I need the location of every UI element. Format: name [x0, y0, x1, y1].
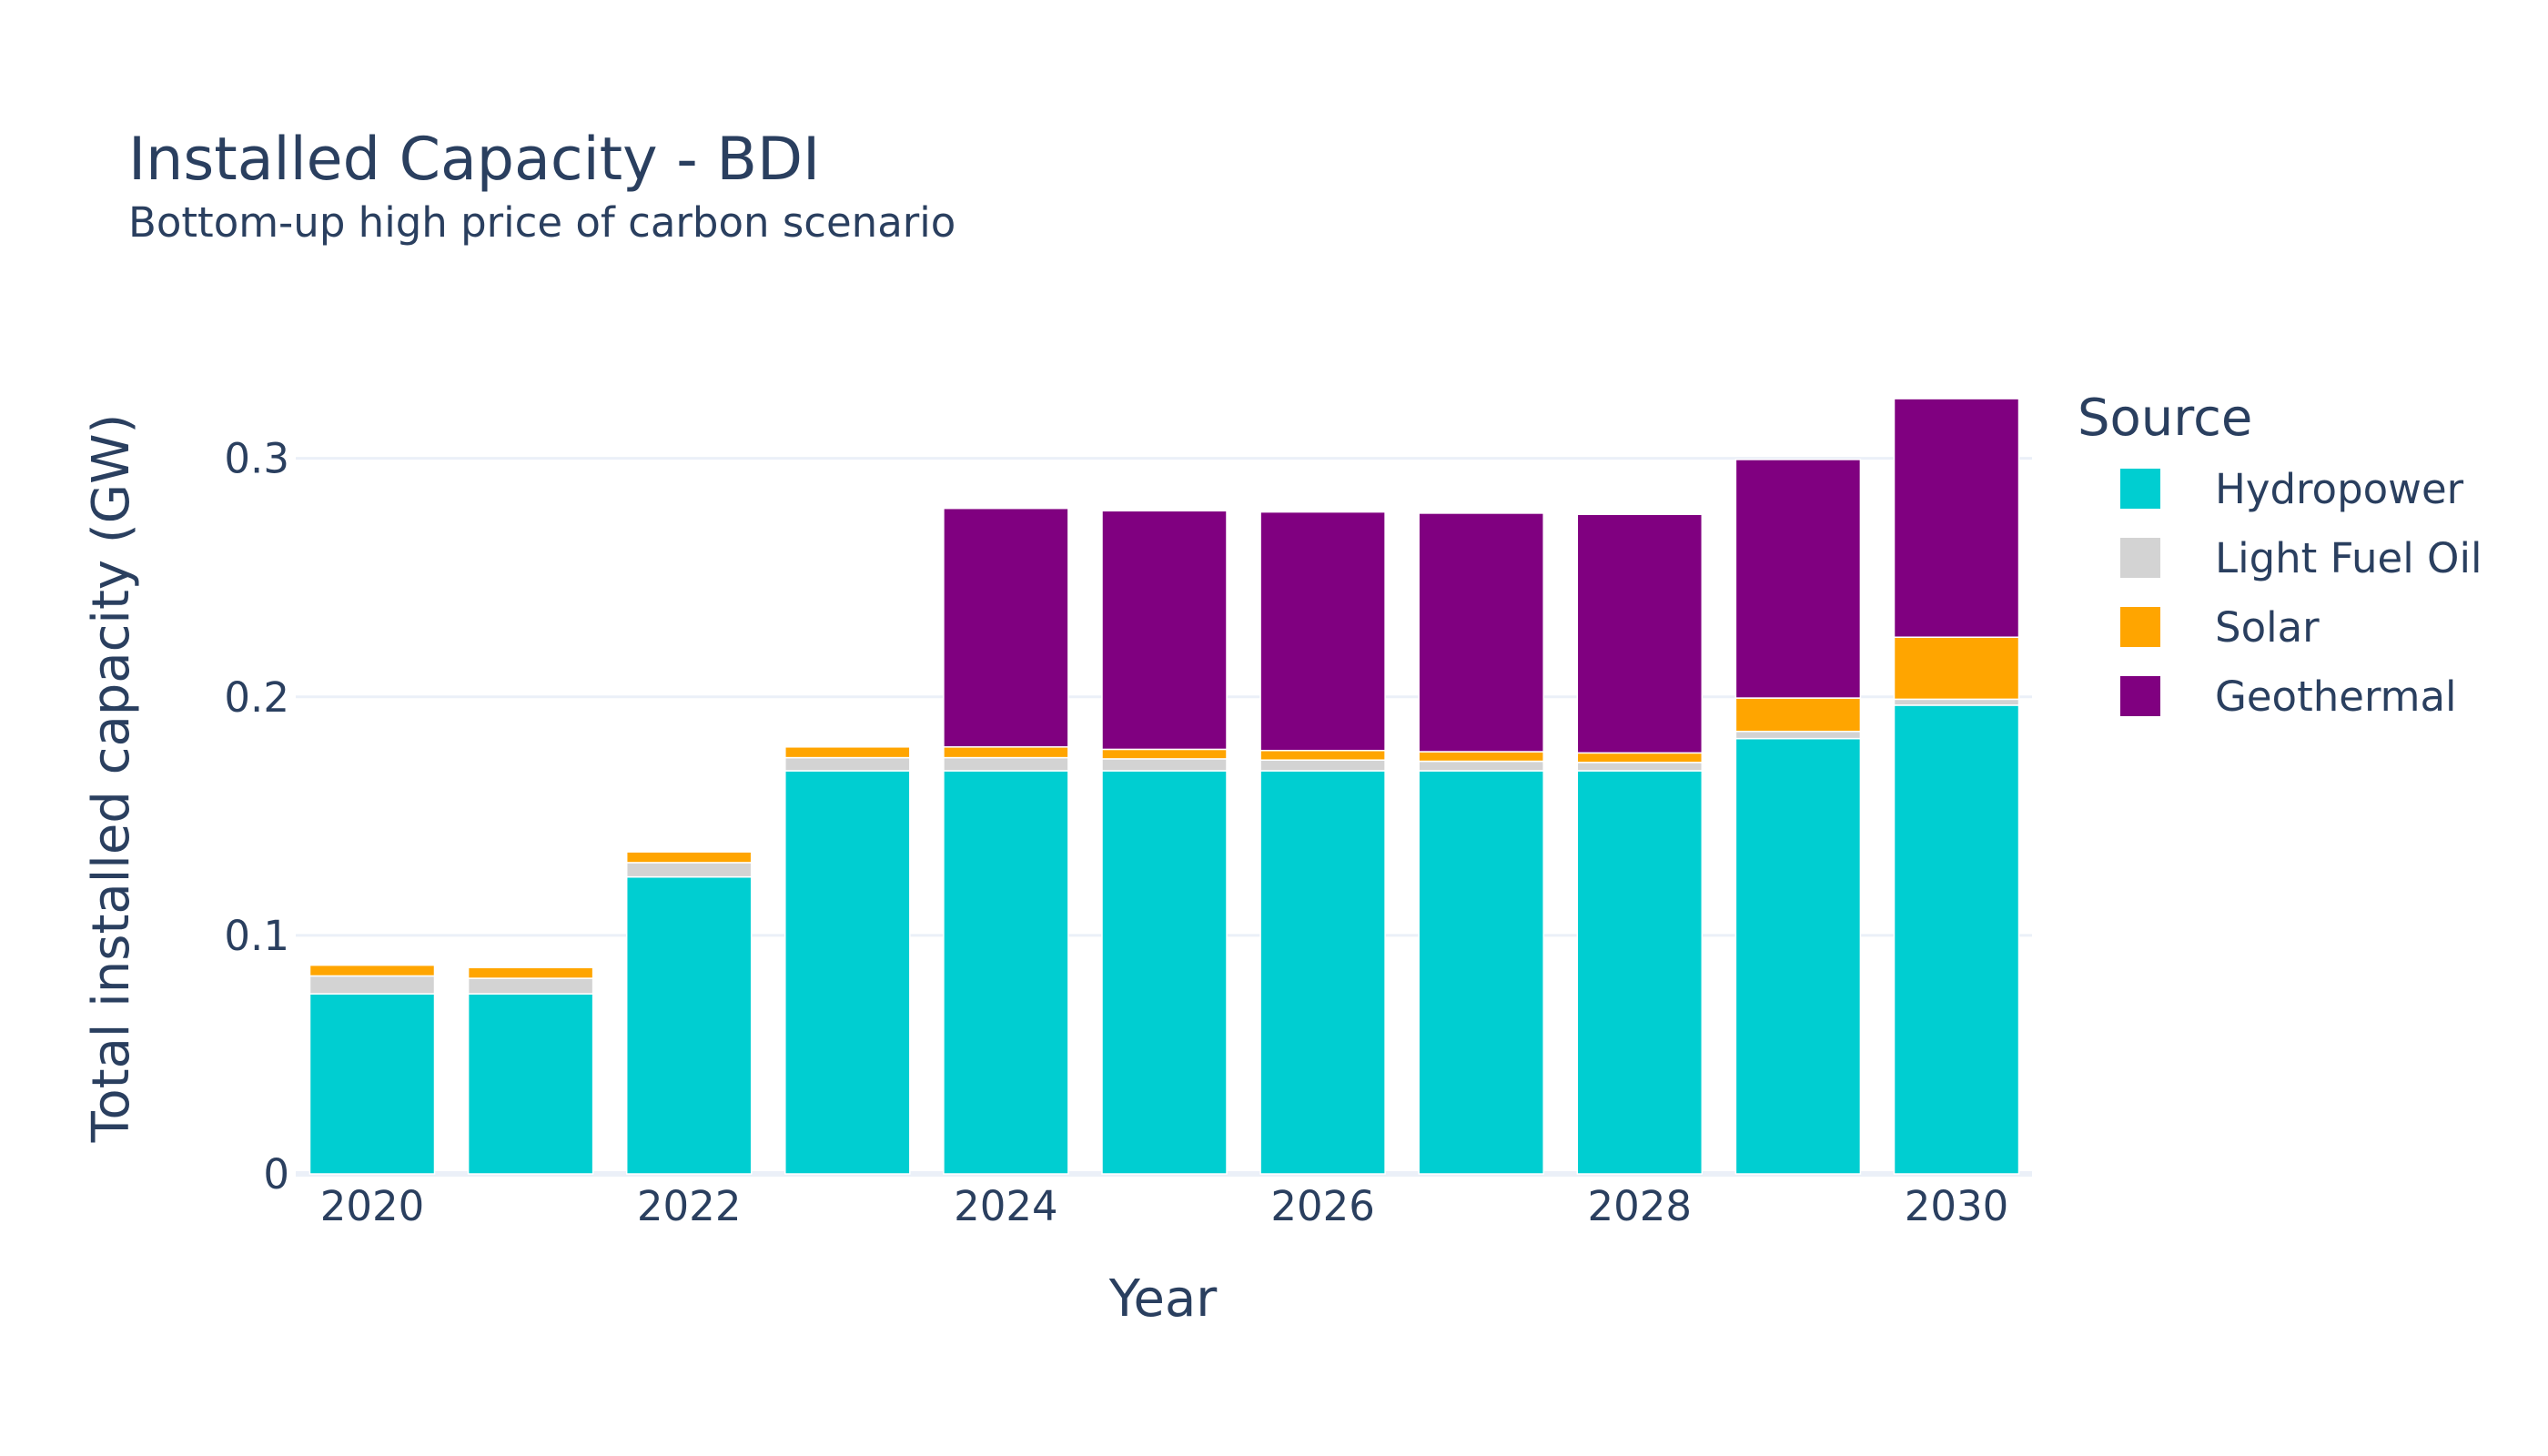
bar-segment-solar	[1734, 697, 1862, 733]
x-axis-ticks: 2020 2022 2024 2026 2028 2030	[320, 1182, 2009, 1230]
legend-swatch	[2120, 469, 2160, 509]
legend-label: Solar	[2215, 603, 2320, 652]
bars	[308, 398, 2020, 1175]
x-tick-label: 2026	[1270, 1182, 1375, 1230]
bar-segment-light-fuel-oil	[467, 977, 594, 995]
bar-segment-solar	[943, 746, 1069, 759]
legend-label: Geothermal	[2215, 672, 2457, 721]
x-tick-label: 2028	[1588, 1182, 1693, 1230]
y-tick-label: 0	[263, 1150, 289, 1198]
y-tick-label: 0.2	[224, 673, 289, 722]
bar-segment-light-fuel-oil	[1576, 762, 1704, 772]
bar-segment-solar	[1893, 636, 2020, 701]
y-tick-label: 0.1	[224, 912, 289, 960]
bar-segment-light-fuel-oil	[625, 862, 753, 878]
bar-segment-light-fuel-oil	[784, 756, 911, 772]
x-tick-label: 2030	[1905, 1182, 2009, 1230]
bar-segment-light-fuel-oil	[1893, 698, 2020, 706]
bar-segment-solar	[784, 746, 911, 759]
bar-segment-hydropower	[308, 993, 436, 1175]
bar-segment-light-fuel-oil	[1101, 758, 1228, 772]
legend-label: Hydropower	[2215, 465, 2464, 513]
bar-segment-geothermal	[1734, 459, 1862, 699]
legend-swatch	[2120, 607, 2160, 647]
bar-segment-geothermal	[1576, 513, 1704, 754]
bar-segment-hydropower	[1101, 770, 1228, 1175]
y-axis-ticks: 0 0.1 0.2 0.3	[224, 435, 289, 1198]
x-tick-label: 2022	[637, 1182, 742, 1230]
x-tick-label: 2020	[320, 1182, 425, 1230]
bar-segment-hydropower	[1576, 770, 1704, 1175]
bar-segment-hydropower	[1418, 770, 1544, 1175]
chart-title: Installed Capacity - BDI	[128, 126, 821, 194]
bar-segment-geothermal	[1418, 512, 1544, 753]
bar-segment-solar	[1418, 751, 1544, 763]
bar-segment-solar	[1101, 748, 1228, 760]
bar-segment-solar	[625, 851, 753, 864]
bar-segment-geothermal	[1259, 511, 1386, 752]
legend-title: Source	[2078, 389, 2252, 448]
bar-segment-solar	[1259, 749, 1386, 761]
x-tick-label: 2024	[954, 1182, 1058, 1230]
bar-segment-geothermal	[1893, 398, 2020, 638]
bar-segment-geothermal	[943, 507, 1069, 748]
bar-segment-hydropower	[625, 875, 753, 1175]
bar-segment-light-fuel-oil	[943, 756, 1069, 772]
legend-swatch	[2120, 538, 2160, 578]
bar-segment-hydropower	[1259, 770, 1386, 1175]
bar-segment-solar	[1576, 752, 1704, 763]
bar-segment-light-fuel-oil	[1734, 731, 1862, 740]
bar-segment-light-fuel-oil	[308, 975, 436, 995]
bar-segment-geothermal	[1101, 510, 1228, 751]
y-tick-label: 0.3	[224, 435, 289, 483]
chart-subtitle: Bottom-up high price of carbon scenario	[128, 198, 956, 247]
bar-segment-solar	[467, 966, 594, 979]
bar-segment-hydropower	[784, 770, 911, 1175]
bar-segment-hydropower	[943, 770, 1069, 1175]
legend-label: Light Fuel Oil	[2215, 534, 2482, 582]
bar-segment-light-fuel-oil	[1418, 760, 1544, 772]
legend-swatch	[2120, 676, 2160, 716]
legend: Source Hydropower Light Fuel Oil Solar Geot…	[2078, 389, 2482, 721]
bar-segment-solar	[308, 964, 436, 977]
bar-segment-light-fuel-oil	[1259, 759, 1386, 772]
bar-segment-hydropower	[467, 993, 594, 1175]
y-axis-title: Total installed capacity (GW)	[82, 414, 141, 1144]
bar-segment-hydropower	[1893, 704, 2020, 1175]
bar-segment-hydropower	[1734, 737, 1862, 1175]
x-axis-title: Year	[1108, 1269, 1218, 1329]
